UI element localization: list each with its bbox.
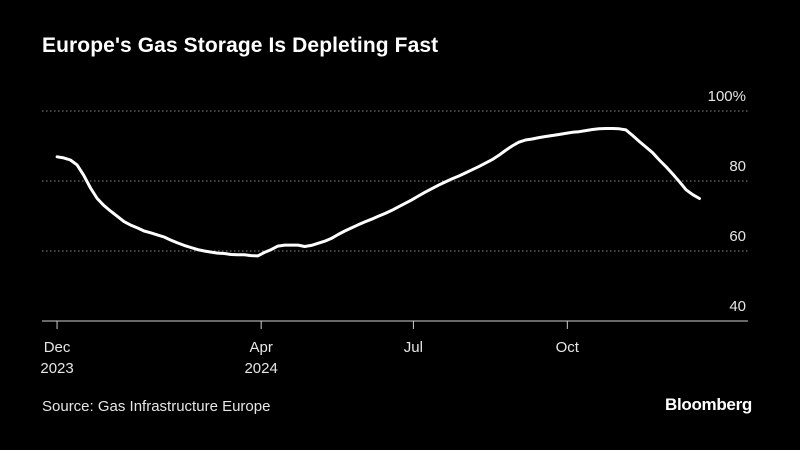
y-tick-label-40: 40 (729, 298, 746, 315)
series-line-gas-storage (55, 127, 701, 258)
brand-logo: Bloomberg (664, 395, 752, 414)
x-tick-label-dec: Dec (44, 339, 71, 356)
x-tick-label-oct: Oct (556, 339, 580, 356)
chart-title: Europe's Gas Storage Is Depleting Fast (42, 34, 439, 57)
source-note: Source: Gas Infrastructure Europe (42, 398, 271, 415)
x-tick-label-jul: Jul (404, 339, 423, 356)
y-tick-label-100: 100% (708, 88, 746, 105)
y-tick-label-80: 80 (729, 158, 746, 175)
y-axis-labels: 100% 80 60 40 (708, 88, 746, 315)
gridlines (42, 110, 748, 252)
x-tick-label-apr: Apr (249, 339, 272, 356)
x-tick-sublabel-2024: 2024 (244, 360, 277, 377)
x-tick-sublabel-2023: 2023 (40, 360, 73, 377)
x-axis-ticks: Dec 2023 Apr 2024 Jul Oct (40, 321, 580, 377)
y-tick-label-60: 60 (729, 228, 746, 245)
